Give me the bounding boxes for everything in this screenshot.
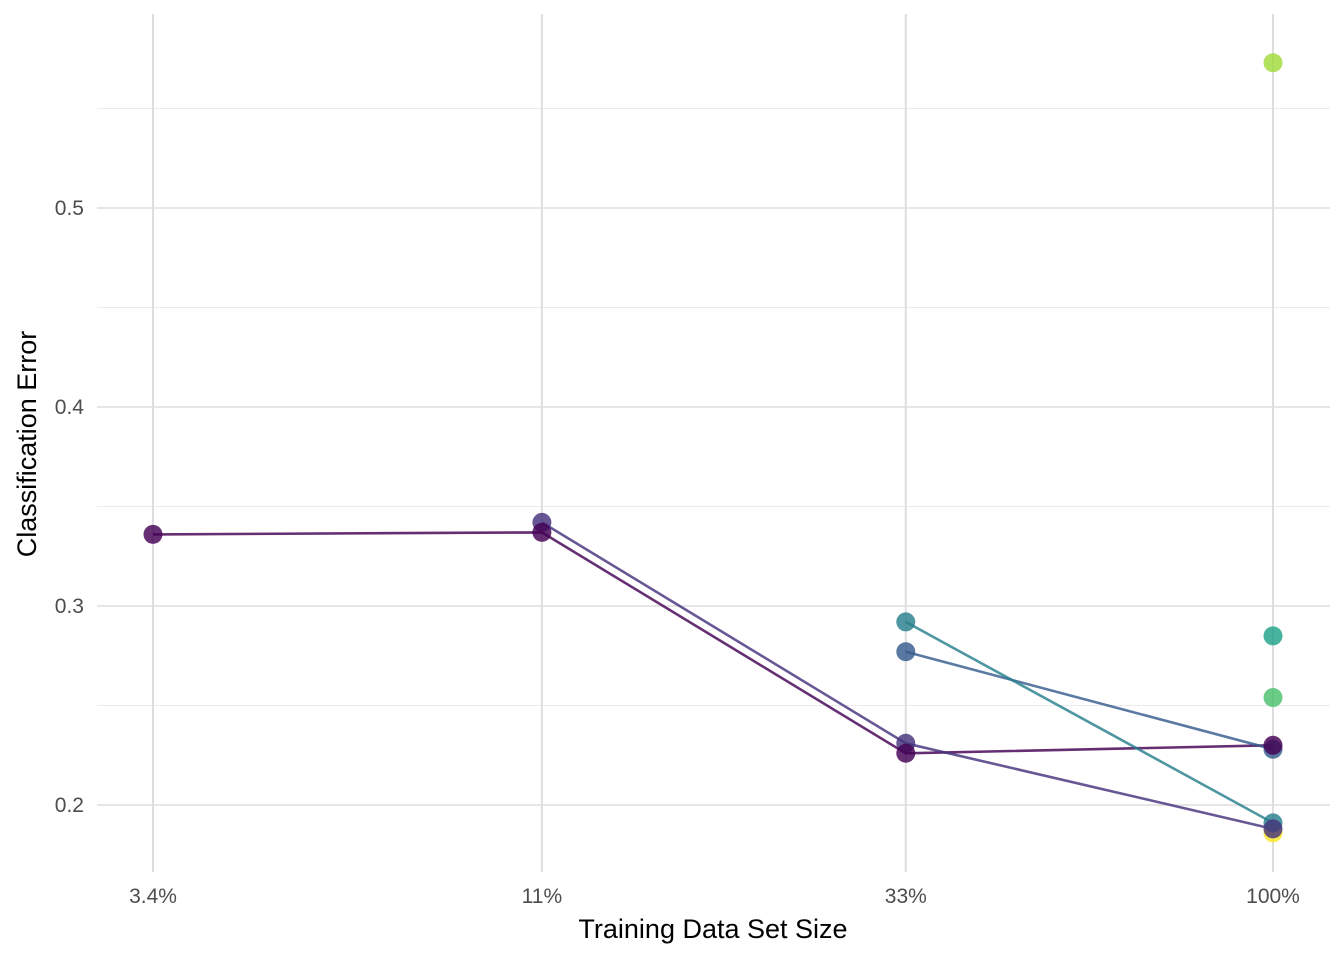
y-tick-label: 0.3 <box>55 595 84 618</box>
data-point <box>1263 819 1283 839</box>
series-line <box>905 650 1274 751</box>
data-point <box>896 612 916 632</box>
y-tick-label: 0.5 <box>55 197 84 220</box>
grid-minor <box>97 108 1330 706</box>
series-line <box>905 620 1274 825</box>
x-axis-title: Training Data Set Size <box>578 914 847 944</box>
series-line <box>541 521 1274 831</box>
data-point <box>1263 53 1283 73</box>
y-tick-label: 0.4 <box>55 396 85 419</box>
data-point <box>1263 735 1283 755</box>
series-points <box>143 53 1283 843</box>
x-tick-label: 3.4% <box>129 885 177 908</box>
y-axis-title: Classification Error <box>12 331 42 558</box>
x-tick-label: 33% <box>885 885 927 908</box>
y-tick-labels: 0.2 0.3 0.4 0.5 <box>55 197 85 817</box>
data-point <box>532 522 552 542</box>
grid-major <box>97 14 1330 872</box>
y-tick-label: 0.2 <box>55 794 84 817</box>
data-point <box>896 743 916 763</box>
data-point <box>896 642 916 662</box>
x-tick-label: 11% <box>522 885 562 908</box>
series-line <box>152 531 1274 755</box>
data-point <box>1263 688 1283 708</box>
data-point <box>143 524 163 544</box>
x-tick-label: 100% <box>1246 885 1300 908</box>
data-point <box>1263 626 1283 646</box>
series-lines <box>152 521 1274 831</box>
x-tick-labels: 3.4% 11% 33% 100% <box>129 885 1300 908</box>
